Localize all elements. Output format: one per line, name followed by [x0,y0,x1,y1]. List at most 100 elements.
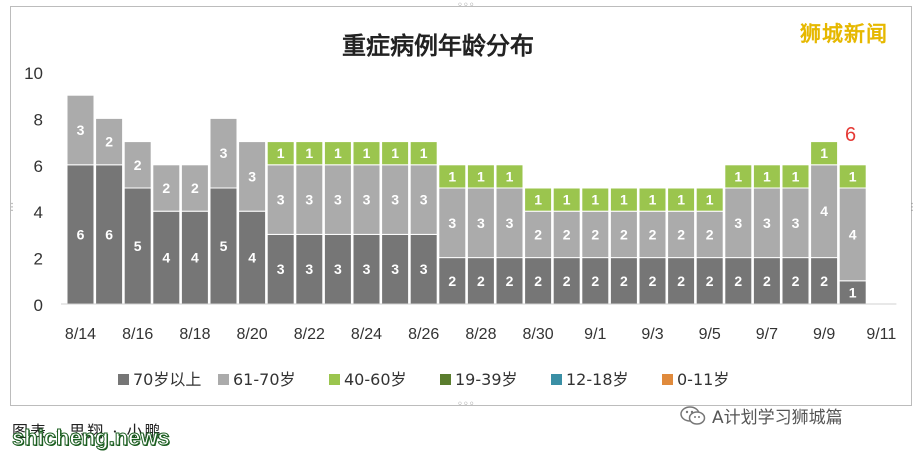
data-label: 2 [563,273,571,289]
bar-segment [238,141,267,212]
data-label: 2 [820,273,828,289]
data-label: 2 [191,180,199,196]
x-tick-label: 9/9 [813,326,835,343]
data-label: 1 [506,168,514,184]
bar-segment [638,210,667,259]
data-label: 1 [792,168,800,184]
callout-value: 6 [845,124,857,146]
bar-segment [667,187,696,212]
data-label: 2 [506,273,514,289]
bar-segment [180,164,209,212]
bar-segment [495,257,524,305]
data-label: 2 [649,226,657,242]
data-label: 1 [591,192,599,208]
data-label: 3 [363,261,371,277]
bar-segment [381,164,410,235]
data-label: 2 [620,226,628,242]
data-label: 1 [305,145,313,161]
bar-segment [295,141,324,166]
data-label: 2 [706,226,714,242]
bar-segment [209,187,238,305]
bar-segment [438,164,467,189]
data-label: 3 [448,215,456,231]
y-tick-label: 8 [34,110,43,129]
resize-handle-left[interactable]: ⋮ [7,202,17,213]
data-label: 2 [734,273,742,289]
data-label: 1 [363,145,371,161]
data-label: 5 [220,238,228,254]
bar-segment [152,210,181,305]
data-label: 3 [792,215,800,231]
data-label: 3 [220,145,228,161]
bar-segment [123,141,152,189]
x-tick-label: 8/18 [179,326,210,343]
data-label: 6 [105,226,113,242]
bar-segment [466,257,495,305]
x-tick-label: 9/7 [756,326,778,343]
legend-swatch [662,374,673,385]
data-label: 1 [820,145,828,161]
data-label: 2 [649,273,657,289]
bar-segment [466,164,495,189]
resize-handle-top[interactable]: ◦◦◦ [457,0,475,11]
bar-segment [409,164,438,235]
resize-handle-bottom[interactable]: ◦◦◦ [457,399,475,410]
data-label: 2 [134,157,142,173]
legend-swatch [118,374,129,385]
bar-segment [552,210,581,259]
data-label: 1 [649,192,657,208]
data-label: 2 [591,273,599,289]
data-label: 2 [477,273,485,289]
bar-segment [409,233,438,305]
data-label: 1 [334,145,342,161]
site-watermark: shicheng.news [12,425,171,451]
bar-segment [609,187,638,212]
x-tick-label: 9/1 [584,326,606,343]
bar-segment [581,187,610,212]
data-label: 2 [677,273,685,289]
data-label: 3 [277,192,285,208]
x-tick-label: 8/16 [122,326,153,343]
x-tick-label: 8/22 [294,326,325,343]
y-tick-label: 4 [34,203,43,222]
bar-segment [695,210,724,259]
bar-segment [95,164,124,305]
legend-label: 70岁以上 [133,370,201,389]
bar-segment [695,257,724,305]
bar-segment [409,141,438,166]
data-label: 4 [191,250,199,266]
x-tick-label: 8/14 [65,326,96,343]
account-name: A计划学习狮城篇 [712,408,843,428]
bar-segment [810,257,839,305]
data-label: 2 [534,273,542,289]
bar-segment [695,187,724,212]
bar-segment [781,187,810,259]
legend-label: 19-39岁 [455,370,518,389]
x-tick-label: 8/28 [465,326,496,343]
x-tick-label: 8/26 [408,326,439,343]
data-label: 3 [248,168,256,184]
data-label: 3 [334,261,342,277]
bar-segment [638,187,667,212]
resize-handle-right[interactable]: ⋮ [907,202,917,213]
bar-segment [238,210,267,305]
bar-segment [295,233,324,305]
bar-segment [609,210,638,259]
data-label: 1 [534,192,542,208]
bar-segment [638,257,667,305]
data-label: 1 [448,168,456,184]
legend-swatch [329,374,340,385]
data-label: 2 [563,226,571,242]
legend-swatch [218,374,229,385]
wechat-icon [680,405,706,425]
data-label: 1 [763,168,771,184]
bar-segment [581,257,610,305]
data-label: 4 [820,203,828,219]
data-label: 3 [734,215,742,231]
legend-label: 40-60岁 [344,370,407,389]
legend-label: 12-18岁 [566,370,629,389]
data-label: 1 [563,192,571,208]
bar-segment [838,187,867,282]
x-tick-label: 8/20 [237,326,268,343]
data-label: 2 [677,226,685,242]
